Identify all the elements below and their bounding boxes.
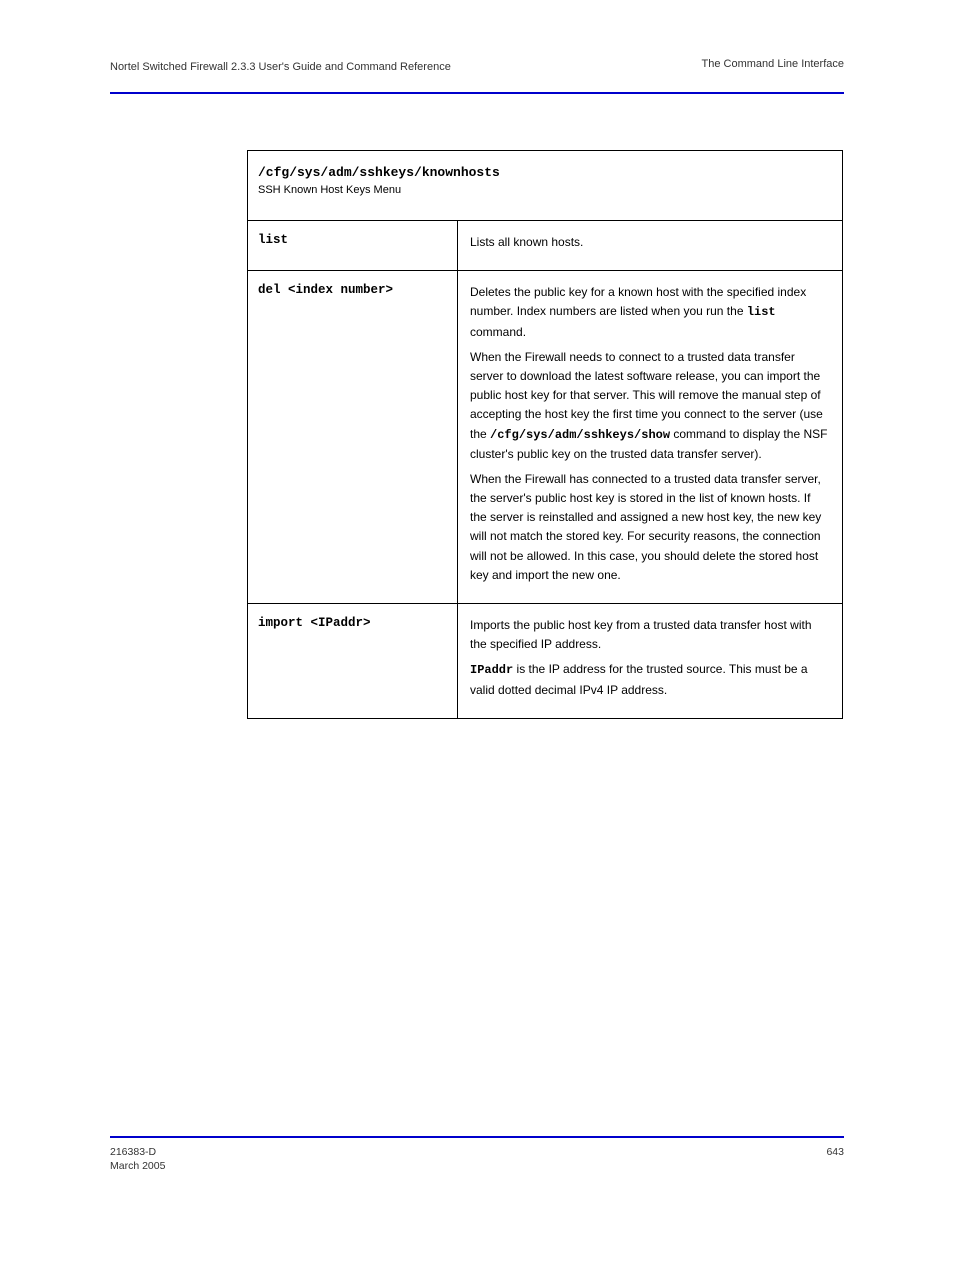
ip1: is the IP address for the trusted source… <box>470 662 808 696</box>
t3: When the Firewall needs to connect to a … <box>470 350 795 383</box>
desc-import-p2: IPaddr is the IP address for the trusted… <box>470 660 830 699</box>
cmd-list: list <box>248 221 458 270</box>
desc-list-text: Lists all known hosts. <box>470 233 830 252</box>
footer-page: 643 <box>826 1146 844 1158</box>
knownhosts-table: /cfg/sys/adm/sshkeys/knownhosts SSH Know… <box>247 150 843 719</box>
desc-del-p2: When the Firewall needs to connect to a … <box>470 348 830 464</box>
footer-line1: 216383-D 643 <box>110 1146 844 1158</box>
footer-date: March 2005 <box>110 1160 844 1172</box>
desc-list: Lists all known hosts. <box>458 221 842 270</box>
table-path-row: /cfg/sys/adm/sshkeys/knownhosts SSH Know… <box>248 151 842 221</box>
cmd-import: import <IPaddr> <box>248 604 458 718</box>
bottom-rule <box>110 1136 844 1138</box>
top-rule <box>110 92 844 94</box>
page-header: Nortel Switched Firewall 2.3.3 User's Gu… <box>0 58 954 73</box>
desc-del-p3: When the Firewall has connected to a tru… <box>470 470 830 585</box>
table-path: /cfg/sys/adm/sshkeys/knownhosts <box>258 165 832 180</box>
desc-del-p1: Deletes the public key for a known host … <box>470 283 830 342</box>
table-row: list Lists all known hosts. <box>248 221 842 271</box>
t2: command. <box>470 325 526 339</box>
page-footer: 216383-D 643 March 2005 <box>110 1136 844 1172</box>
table-row: del <index number> Deletes the public ke… <box>248 271 842 604</box>
ip0: IPaddr <box>470 663 513 677</box>
desc-import: Imports the public host key from a trust… <box>458 604 842 718</box>
header-right-text: The Command Line Interface <box>702 58 844 70</box>
t1: list <box>747 305 776 319</box>
header-left-text: Nortel Switched Firewall 2.3.3 User's Gu… <box>110 61 451 73</box>
footer-doc-id: 216383-D <box>110 1146 156 1158</box>
cmd-del: del <index number> <box>248 271 458 603</box>
table-row: import <IPaddr> Imports the public host … <box>248 604 842 718</box>
t5: /cfg/sys/adm/sshkeys/show <box>490 428 670 442</box>
desc-del: Deletes the public key for a known host … <box>458 271 842 603</box>
table-caption: SSH Known Host Keys Menu <box>258 184 832 196</box>
desc-import-p1: Imports the public host key from a trust… <box>470 616 830 654</box>
